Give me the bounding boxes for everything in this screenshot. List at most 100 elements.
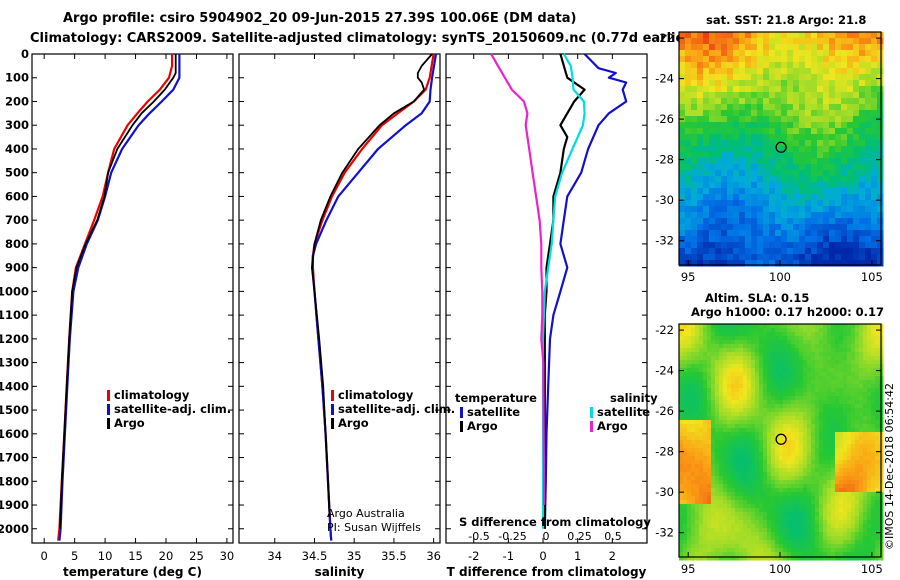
map-cell bbox=[815, 468, 820, 473]
map-cell bbox=[697, 56, 704, 63]
map-cell bbox=[843, 512, 848, 517]
map-cell bbox=[771, 456, 776, 461]
map-cell bbox=[791, 516, 796, 521]
map-cell bbox=[727, 460, 732, 465]
map-cell bbox=[691, 44, 698, 51]
map-cell bbox=[779, 376, 784, 381]
map-cell bbox=[787, 328, 792, 333]
map-cell bbox=[695, 492, 700, 497]
map-cell bbox=[819, 556, 824, 561]
map-cell bbox=[735, 464, 740, 469]
map-cell bbox=[735, 420, 740, 425]
map-cell bbox=[695, 552, 700, 557]
map-cell bbox=[699, 524, 704, 529]
map-cell bbox=[679, 224, 686, 231]
map-cell bbox=[823, 248, 830, 255]
map-cell bbox=[733, 92, 740, 99]
map-cell bbox=[779, 556, 784, 561]
map-cell bbox=[731, 328, 736, 333]
map-cell bbox=[853, 194, 860, 201]
map-cell bbox=[865, 80, 872, 87]
map-cell bbox=[829, 194, 836, 201]
map-cell bbox=[679, 460, 684, 465]
map-cell bbox=[843, 536, 848, 541]
map-cell bbox=[827, 456, 832, 461]
map-cell bbox=[877, 32, 884, 39]
map-cell bbox=[763, 456, 768, 461]
map-cell bbox=[795, 356, 800, 361]
map-cell bbox=[769, 248, 776, 255]
map-cell bbox=[767, 348, 772, 353]
map-cell bbox=[745, 44, 752, 51]
map-cell bbox=[763, 504, 768, 509]
map-cell bbox=[851, 492, 856, 497]
map-cell bbox=[835, 520, 840, 525]
map-cell bbox=[781, 194, 788, 201]
map-cell bbox=[739, 254, 746, 261]
map-cell bbox=[767, 528, 772, 533]
map-cell bbox=[731, 356, 736, 361]
map-cell bbox=[823, 532, 828, 537]
map-cell bbox=[735, 528, 740, 533]
map-cell bbox=[805, 86, 812, 93]
map-cell bbox=[711, 332, 716, 337]
map-cell bbox=[687, 556, 692, 561]
map-cell bbox=[703, 62, 710, 69]
map-cell bbox=[695, 348, 700, 353]
map-cell bbox=[815, 504, 820, 509]
map-cell bbox=[847, 116, 854, 123]
map-cell bbox=[871, 484, 876, 489]
map-cell bbox=[751, 404, 756, 409]
map-cell bbox=[779, 508, 784, 513]
map-cell bbox=[771, 332, 776, 337]
map-cell bbox=[715, 80, 722, 87]
map-cell bbox=[723, 396, 728, 401]
map-cell bbox=[683, 492, 688, 497]
map-cell bbox=[841, 200, 848, 207]
map-cell bbox=[783, 544, 788, 549]
map-cell bbox=[863, 352, 868, 357]
map-cell bbox=[779, 540, 784, 545]
map-cell bbox=[871, 544, 876, 549]
map-cell bbox=[711, 548, 716, 553]
map-cell bbox=[877, 50, 884, 57]
map-cell bbox=[775, 420, 780, 425]
map-cell bbox=[799, 140, 806, 147]
map-cell bbox=[751, 400, 756, 405]
map-cell bbox=[799, 188, 806, 195]
map-cell bbox=[695, 544, 700, 549]
map-cell bbox=[715, 218, 722, 225]
map-cell bbox=[719, 448, 724, 453]
map-cell bbox=[751, 408, 756, 413]
map-cell bbox=[745, 74, 752, 81]
map-cell bbox=[745, 140, 752, 147]
map-cell bbox=[679, 260, 686, 267]
map-cell bbox=[819, 384, 824, 389]
map-cell bbox=[843, 464, 848, 469]
map-cell bbox=[811, 548, 816, 553]
map-cell bbox=[703, 368, 708, 373]
map-cell bbox=[803, 504, 808, 509]
map-cell bbox=[823, 444, 828, 449]
map-cell bbox=[763, 32, 770, 39]
map-cell bbox=[707, 516, 712, 521]
map-cell bbox=[865, 236, 872, 243]
map-cell bbox=[715, 440, 720, 445]
map-cell bbox=[783, 420, 788, 425]
map-cell bbox=[807, 500, 812, 505]
map-cell bbox=[687, 496, 692, 501]
map-cell bbox=[683, 432, 688, 437]
map-cell bbox=[855, 500, 860, 505]
map-cell bbox=[831, 520, 836, 525]
map-cell bbox=[847, 324, 852, 329]
map-cell bbox=[683, 436, 688, 441]
map-cell bbox=[803, 392, 808, 397]
map-cell bbox=[787, 152, 794, 159]
map-cell bbox=[679, 476, 684, 481]
sst-map-title: sat. SST: 21.8 Argo: 21.8 bbox=[706, 13, 866, 27]
map-cell bbox=[783, 340, 788, 345]
map-cell bbox=[815, 452, 820, 457]
map-cell bbox=[775, 254, 782, 261]
map-cell bbox=[799, 524, 804, 529]
map-cell bbox=[799, 194, 806, 201]
